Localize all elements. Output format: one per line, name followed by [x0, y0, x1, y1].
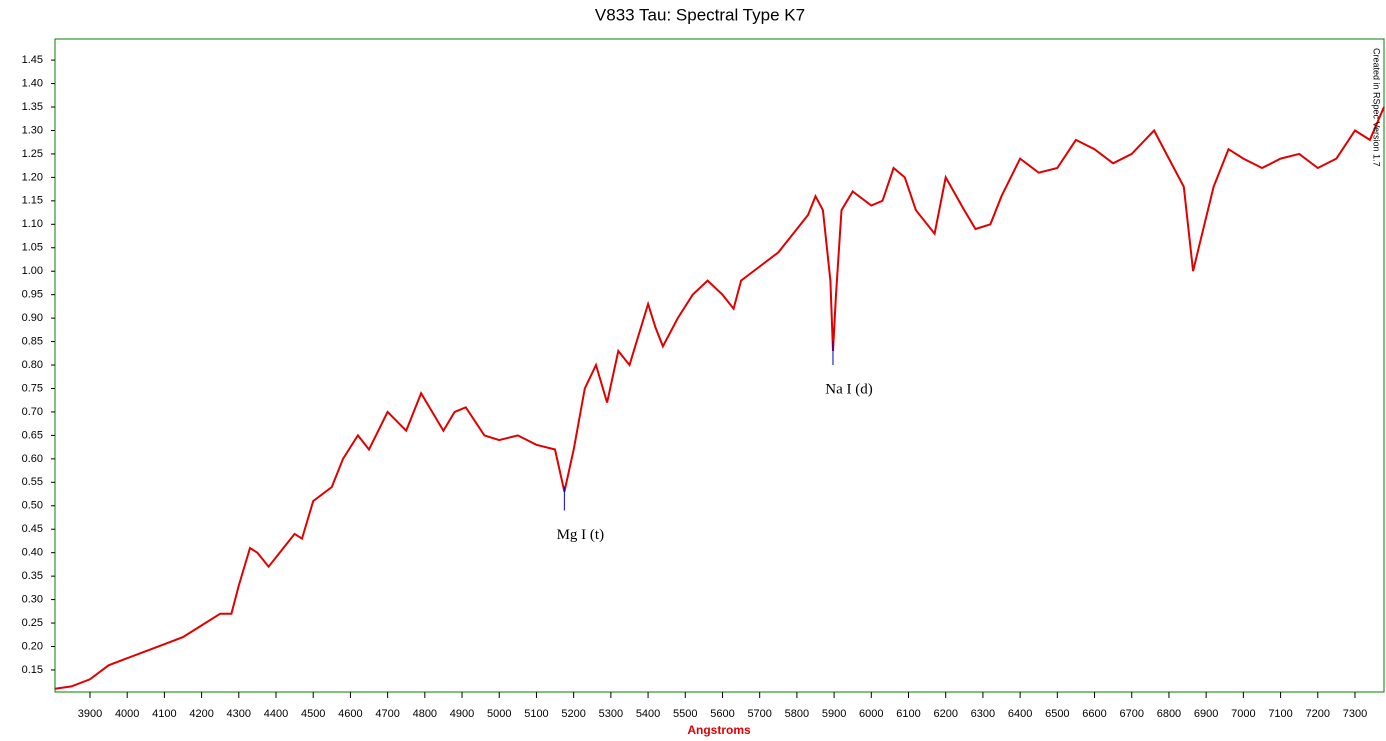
x-tick-label: 7000: [1231, 708, 1255, 720]
x-tick-label: 5800: [785, 708, 809, 720]
x-tick-label: 6300: [971, 708, 995, 720]
y-tick-label: 0.65: [22, 429, 43, 441]
chart-title: V833 Tau: Spectral Type K7: [595, 5, 805, 24]
x-axis-label: Angstroms: [687, 723, 751, 737]
y-tick-label: 0.55: [22, 476, 43, 488]
plot-frame: [54, 38, 1385, 693]
x-tick-label: 6800: [1157, 708, 1181, 720]
x-tick-label: 4600: [338, 708, 362, 720]
x-tick-label: 6200: [933, 708, 957, 720]
x-tick-label: 4000: [115, 708, 139, 720]
y-tick-label: 0.85: [22, 335, 43, 347]
x-tick-label: 6100: [896, 708, 920, 720]
y-tick-label: 1.30: [22, 124, 43, 136]
y-tick-label: 0.20: [22, 640, 43, 652]
y-tick-label: 0.15: [22, 664, 43, 676]
y-tick-label: 0.45: [22, 523, 43, 535]
annotation-label: Mg I (t): [557, 527, 605, 543]
note: Created in RSpec Version 1.7: [1372, 48, 1382, 167]
y-tick-label: 0.90: [22, 312, 43, 324]
y-tick-label: 0.50: [22, 500, 43, 512]
x-tick-label: 4700: [375, 708, 399, 720]
y-tick-label: 1.10: [22, 218, 43, 230]
y-tick-label: 1.35: [22, 101, 43, 113]
y-tick-label: 1.15: [22, 195, 43, 207]
x-tick-label: 6500: [1045, 708, 1069, 720]
y-tick-label: 0.40: [22, 547, 43, 559]
x-tick-label: 5500: [673, 708, 697, 720]
x-tick-label: 5100: [524, 708, 548, 720]
x-tick-label: 5200: [561, 708, 585, 720]
x-tick-label: 6900: [1194, 708, 1218, 720]
x-tick-label: 4200: [189, 708, 213, 720]
x-tick-label: 6400: [1008, 708, 1032, 720]
x-tick-label: 7100: [1268, 708, 1292, 720]
y-tick-label: 1.20: [22, 171, 43, 183]
x-tick-label: 5900: [822, 708, 846, 720]
y-tick-label: 1.05: [22, 242, 43, 254]
x-tick-label: 5000: [487, 708, 511, 720]
x-tick-label: 5700: [747, 708, 771, 720]
y-tick-label: 1.25: [22, 148, 43, 160]
x-tick-label: 4500: [301, 708, 325, 720]
x-tick-label: 4400: [264, 708, 288, 720]
x-tick-label: 5300: [599, 708, 623, 720]
y-tick-label: 0.80: [22, 359, 43, 371]
x-tick-label: 6600: [1082, 708, 1106, 720]
x-tick-label: 4800: [413, 708, 437, 720]
y-tick-label: 0.70: [22, 406, 43, 418]
y-tick-label: 1.40: [22, 77, 43, 89]
y-tick-label: 1.45: [22, 54, 43, 66]
y-tick-label: 0.95: [22, 289, 43, 301]
y-tick-label: 1.00: [22, 265, 43, 277]
y-tick-label: 0.30: [22, 593, 43, 605]
y-tick-label: 0.75: [22, 382, 43, 394]
x-tick-label: 5400: [636, 708, 660, 720]
x-tick-label: 4900: [450, 708, 474, 720]
x-tick-label: 7200: [1306, 708, 1330, 720]
x-tick-label: 5600: [710, 708, 734, 720]
x-tick-label: 4300: [227, 708, 251, 720]
y-tick-label: 0.35: [22, 570, 43, 582]
x-tick-label: 4100: [152, 708, 176, 720]
x-tick-label: 6700: [1120, 708, 1144, 720]
annotation-label: Na I (d): [825, 381, 872, 397]
y-tick-label: 0.60: [22, 453, 43, 465]
spectrum-line: [54, 106, 1385, 690]
x-tick-label: 6000: [859, 708, 883, 720]
y-tick-label: 0.25: [22, 617, 43, 629]
x-tick-label: 7300: [1343, 708, 1367, 720]
x-tick-label: 3900: [78, 708, 102, 720]
